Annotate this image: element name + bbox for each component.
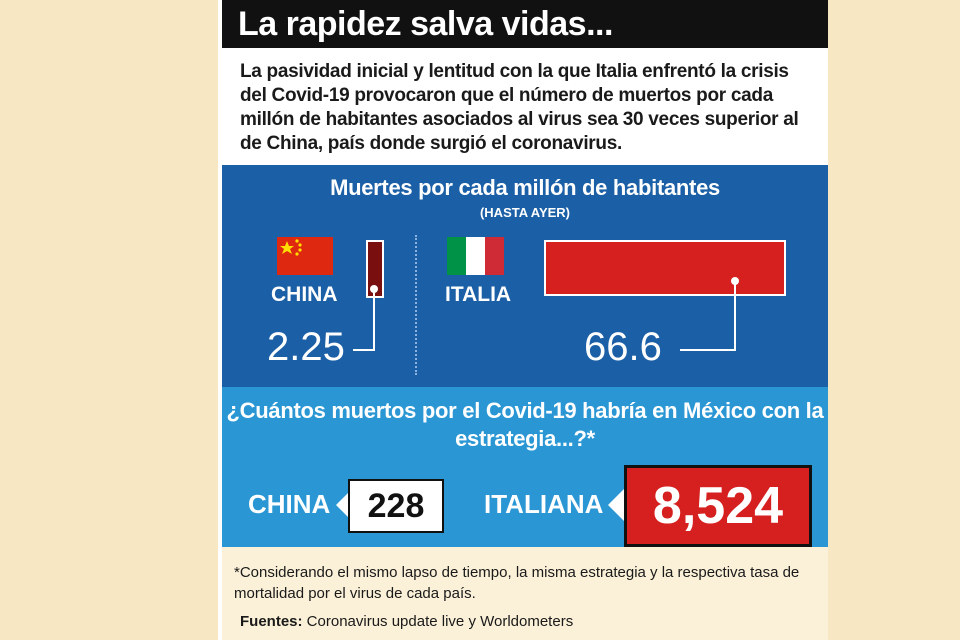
estimate-china-label: CHINA — [248, 489, 331, 519]
deaths-per-million-panel: Muertes por cada millón de habitantes (H… — [222, 165, 828, 387]
china-connector-horizontal — [353, 349, 375, 351]
china-value: 2.25 — [267, 325, 345, 369]
chart-title: Muertes por cada millón de habitantes — [330, 175, 720, 200]
estimate-question: ¿Cuántos muertos por el Covid-19 habría … — [226, 398, 824, 451]
mexico-estimate-panel: ¿Cuántos muertos por el Covid-19 habría … — [222, 387, 828, 547]
italy-connector-vertical — [734, 281, 736, 351]
estimate-italy-value: 8,524 — [624, 465, 812, 547]
italy-label: ITALIA — [445, 283, 512, 306]
china-label: CHINA — [271, 283, 338, 306]
estimate-italy-label: ITALIANA — [484, 489, 604, 519]
page-title: La rapidez salva vidas... — [222, 0, 828, 48]
italy-connector-horizontal — [680, 349, 736, 351]
divider — [415, 235, 417, 375]
china-connector-vertical — [373, 289, 375, 351]
background-right — [828, 0, 960, 640]
china-flag-icon — [277, 237, 333, 275]
china-bar — [366, 240, 384, 298]
china-pointer-icon — [336, 491, 350, 519]
italy-value: 66.6 — [584, 325, 662, 369]
chart-subtitle: (HASTA AYER) — [479, 205, 571, 220]
italy-flag-icon — [447, 237, 504, 275]
intro-text: La pasividad inicial y lentitud con la q… — [240, 61, 799, 154]
estimate-china-value: 228 — [348, 479, 444, 533]
italy-bar — [544, 240, 786, 296]
background-left — [0, 0, 218, 640]
italy-pointer-icon — [608, 489, 624, 521]
footnote: *Considerando el mismo lapso de tiempo, … — [234, 564, 800, 602]
footnote-area — [222, 547, 828, 640]
sources-text: Coronavirus update live y Worldometers — [302, 613, 574, 630]
sources: Fuentes: Coronavirus update live y World… — [240, 613, 820, 630]
sources-label: Fuentes: — [240, 613, 303, 630]
